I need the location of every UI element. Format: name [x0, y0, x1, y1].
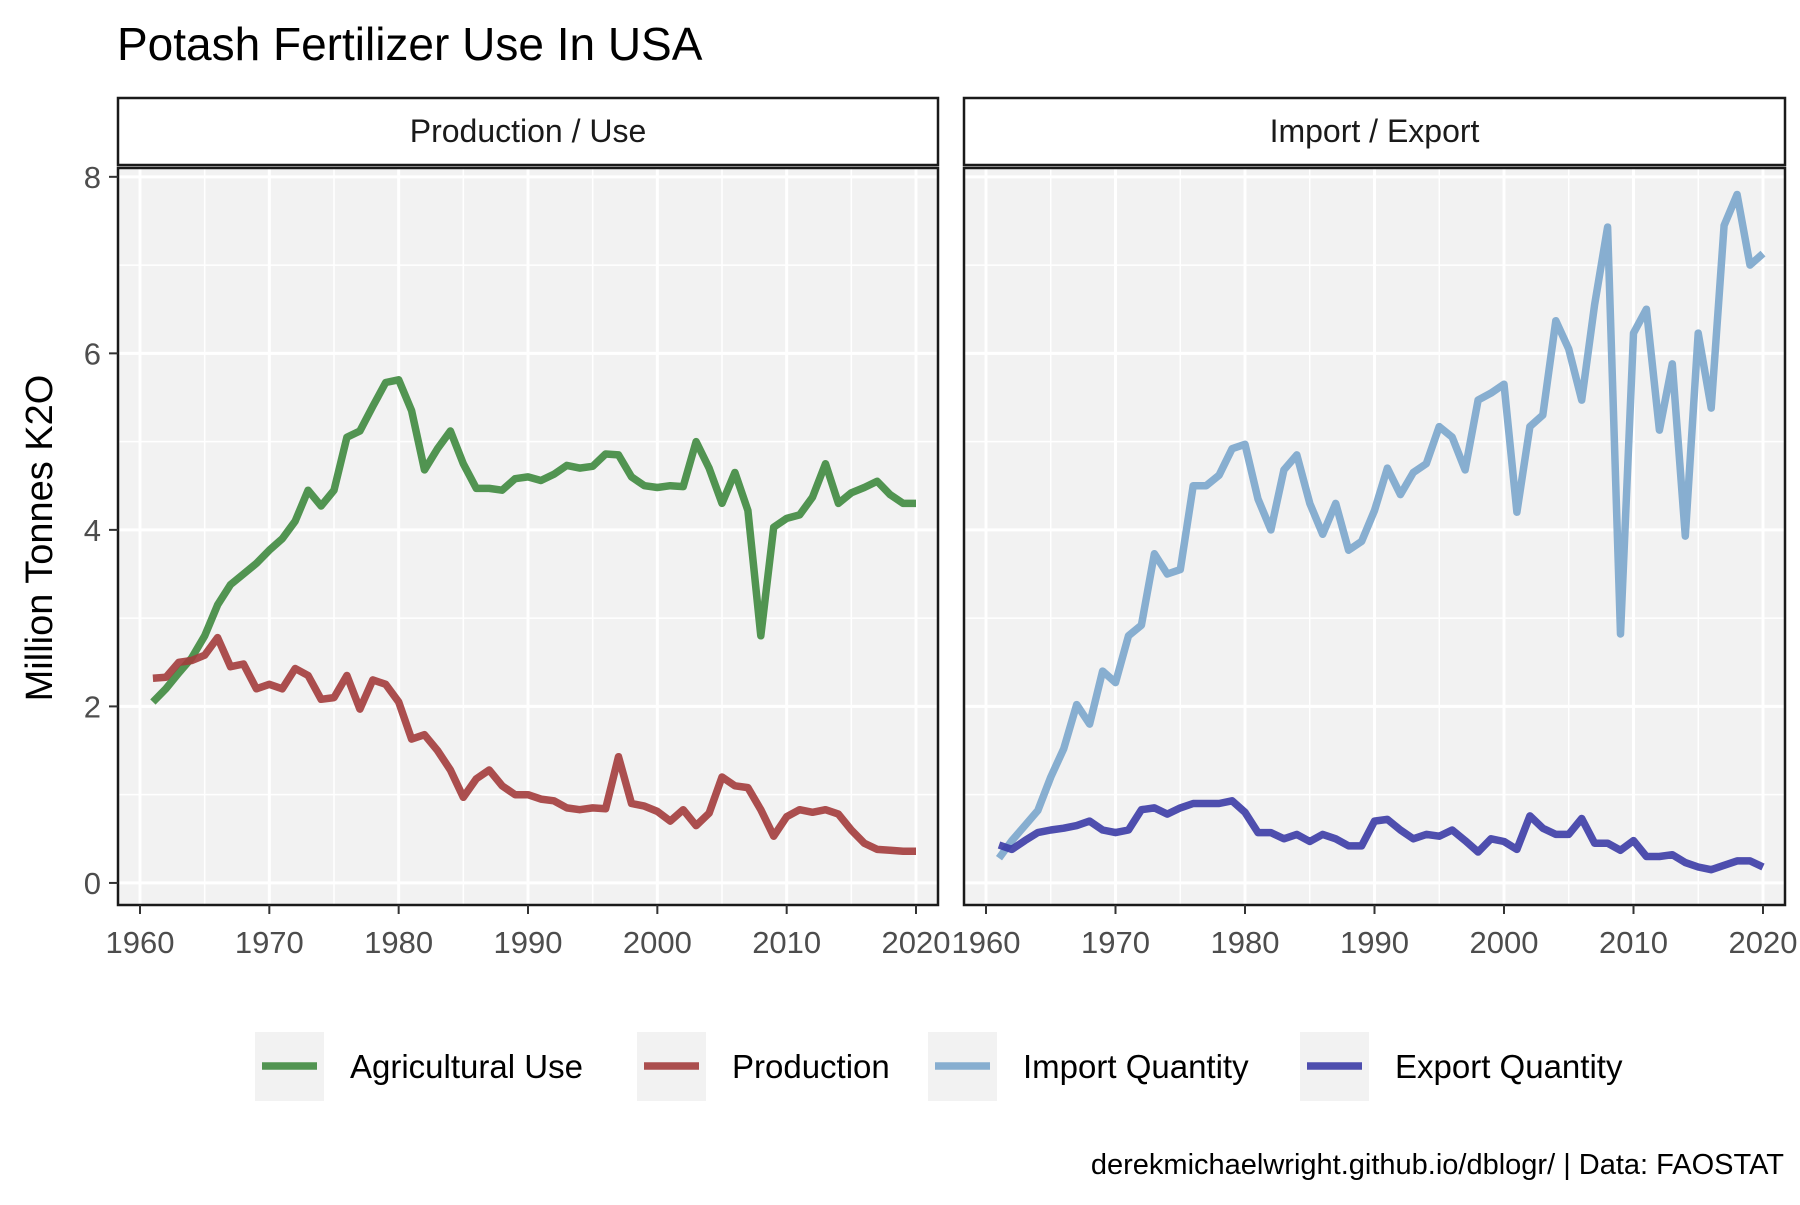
facet-strip	[116, 96, 940, 167]
legend-label: Import Quantity	[1023, 1048, 1249, 1085]
x-tick-label: 2010	[1599, 925, 1668, 960]
legend: Agricultural Use Production Import Quantit…	[255, 1032, 1623, 1101]
y-tick-label: 0	[84, 866, 101, 901]
x-tick-label: 2000	[1470, 925, 1539, 960]
facet-strip-label: Production / Use	[410, 113, 647, 149]
x-tick-label: 1990	[1340, 925, 1409, 960]
facet-strip	[962, 96, 1787, 167]
chart-caption: derekmichaelwright.github.io/dblogr/ | D…	[1091, 1149, 1784, 1181]
facet-panel-1: Import / Export 1960 1970 1980 1990 2000 2010 2…	[952, 96, 1798, 960]
x-tick-label: 2020	[1729, 925, 1798, 960]
x-tick-label: 1960	[106, 925, 175, 960]
legend-item: Export Quantity	[1300, 1032, 1623, 1101]
chart-title: Potash Fertilizer Use In USA	[117, 18, 703, 70]
y-tick-label: 2	[84, 689, 101, 724]
x-tick-label: 1980	[1211, 925, 1280, 960]
facet-strip-label: Import / Export	[1270, 113, 1480, 149]
x-tick-label: 1960	[952, 925, 1021, 960]
legend-label: Agricultural Use	[350, 1048, 583, 1085]
y-tick-label: 8	[84, 160, 101, 195]
x-tick-label: 2000	[623, 925, 692, 960]
series-line-export-quantity	[997, 797, 1765, 874]
facet-panel-0: Production / Use 1960 1970 1980 1990 2000 2010…	[84, 96, 951, 960]
legend-label: Production	[732, 1048, 890, 1085]
x-tick-label: 1970	[1081, 925, 1150, 960]
series-line-import-quantity	[995, 190, 1766, 861]
x-tick-label: 2010	[752, 925, 821, 960]
legend-item: Production	[637, 1032, 890, 1101]
legend-label: Export Quantity	[1395, 1048, 1623, 1085]
legend-item: Agricultural Use	[255, 1032, 583, 1101]
series-line-production	[152, 633, 916, 855]
y-axis-label: Million Tonnes K2O	[19, 375, 61, 702]
x-tick-label: 2020	[882, 925, 951, 960]
y-tick-label: 4	[84, 513, 101, 548]
x-tick-label: 1990	[494, 925, 563, 960]
x-tick-label: 1970	[235, 925, 304, 960]
legend-item: Import Quantity	[928, 1032, 1249, 1101]
series-line-agricultural-use	[150, 376, 916, 705]
facet-panels: Production / Use 1960 1970 1980 1990 2000 2010…	[84, 96, 1798, 960]
x-tick-label: 1980	[364, 925, 433, 960]
y-tick-label: 6	[84, 336, 101, 371]
